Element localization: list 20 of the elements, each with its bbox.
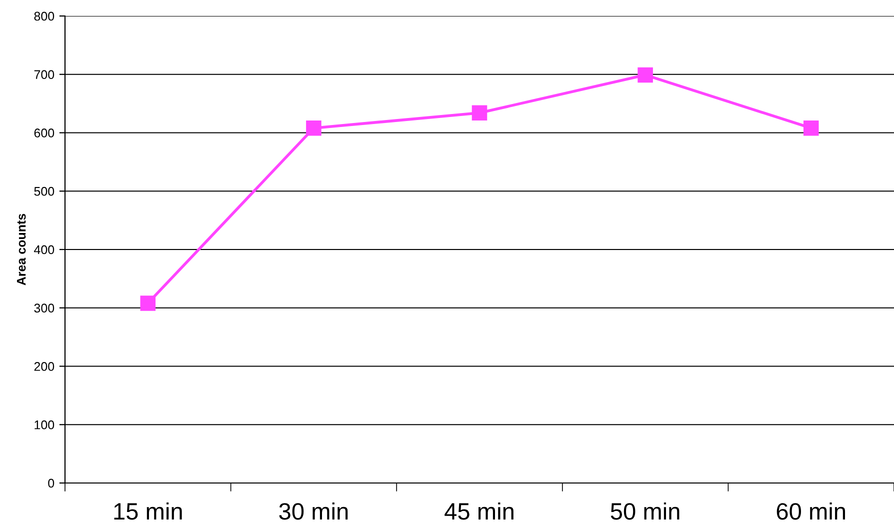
y-tick-label: 600	[34, 128, 54, 138]
y-tick-label: 300	[34, 304, 54, 313]
x-tick-label: 30 min	[279, 502, 348, 520]
point	[472, 105, 488, 121]
x-tick-label: 45 min	[444, 502, 514, 520]
y-tick-label: 500	[34, 186, 54, 196]
point	[140, 296, 156, 311]
x-tick-label: 15 min	[114, 502, 182, 520]
y-tick-label: 200	[34, 362, 54, 371]
y-tick-label: 800	[34, 12, 54, 21]
point	[306, 120, 322, 136]
x-tick-label: 50 min	[610, 502, 680, 520]
point	[803, 120, 819, 136]
y-tick-label: 100	[34, 420, 54, 430]
x-tick-label: 60 min	[776, 502, 846, 520]
point	[638, 67, 653, 83]
y-axis-title: Area counts	[16, 214, 26, 286]
y-tick-label: 0	[48, 478, 54, 488]
y-tick-label: 700	[34, 70, 54, 80]
y-tick-label: 400	[34, 245, 54, 254]
